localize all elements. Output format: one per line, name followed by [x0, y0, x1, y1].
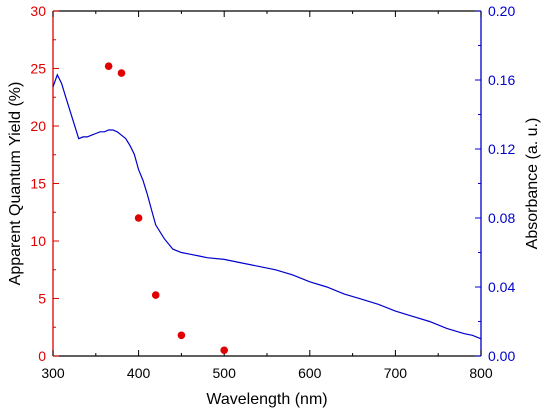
quantum-yield-point [104, 62, 113, 70]
y-left-tick-label: 0 [38, 348, 46, 364]
y-right-tick-label: 0.08 [488, 210, 515, 226]
quantum-yield-point [117, 69, 126, 77]
absorbance-series [52, 73, 482, 340]
y-right-tick-label: 0.12 [488, 141, 515, 157]
quantum-yield-point [220, 346, 228, 355]
axes: 300 400 500 600 700 800 0 5 10 15 20 25 30 0.00 0.04 0.… [30, 3, 515, 381]
x-tick-label: 800 [469, 365, 493, 381]
quantum-yield-point [134, 214, 143, 222]
y-left-tick-label: 25 [30, 61, 46, 77]
quantum-yield-series [104, 62, 228, 355]
quantum-yield-point [177, 331, 186, 340]
y-left-tick-label: 10 [30, 233, 46, 249]
x-tick-label: 300 [41, 365, 65, 381]
y-left-axis-title: Apparent Quantum Yield (%) [7, 82, 24, 286]
x-tick-label: 500 [213, 365, 237, 381]
y-right-tick-label: 0.16 [488, 72, 515, 88]
x-tick-label: 600 [298, 365, 322, 381]
y-right-tick-label: 0.20 [488, 3, 515, 19]
x-axis-title: Wavelength (nm) [206, 391, 327, 408]
y-left-tick-label: 5 [38, 291, 46, 307]
y-left-tick-label: 20 [30, 118, 46, 134]
y-left-tick-label: 30 [30, 3, 46, 19]
y-right-tick-label: 0.00 [488, 348, 515, 364]
y-left-tick-label: 15 [30, 176, 46, 192]
absorbance-line [52, 73, 482, 340]
x-tick-label: 400 [127, 365, 151, 381]
x-tick-label: 700 [384, 365, 408, 381]
y-right-tick-label: 0.04 [488, 279, 515, 295]
quantum-yield-point [151, 291, 160, 299]
y-right-axis-title: Absorbance (a. u.) [524, 118, 541, 250]
